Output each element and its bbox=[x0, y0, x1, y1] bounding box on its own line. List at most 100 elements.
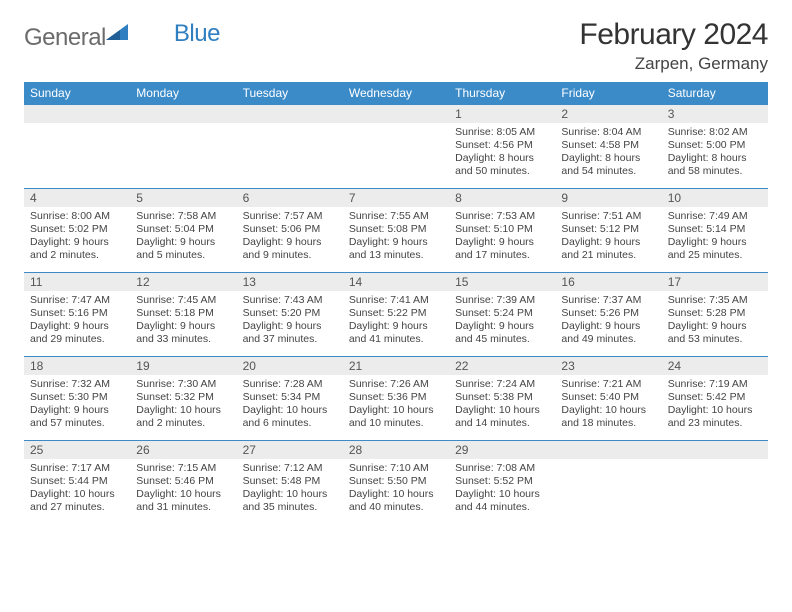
daylight-text-1: Daylight: 9 hours bbox=[30, 236, 124, 249]
day-number: 6 bbox=[237, 189, 343, 207]
daylight-text-2: and 23 minutes. bbox=[668, 417, 762, 430]
sunset-text: Sunset: 5:34 PM bbox=[243, 391, 337, 404]
day-details: Sunrise: 7:45 AMSunset: 5:18 PMDaylight:… bbox=[130, 291, 236, 351]
sunrise-text: Sunrise: 7:26 AM bbox=[349, 378, 443, 391]
daylight-text-1: Daylight: 9 hours bbox=[243, 320, 337, 333]
day-details: Sunrise: 8:05 AMSunset: 4:56 PMDaylight:… bbox=[449, 123, 555, 183]
daylight-text-2: and 17 minutes. bbox=[455, 249, 549, 262]
day-details: Sunrise: 7:19 AMSunset: 5:42 PMDaylight:… bbox=[662, 375, 768, 435]
day-number-empty bbox=[130, 105, 236, 123]
day-details: Sunrise: 8:04 AMSunset: 4:58 PMDaylight:… bbox=[555, 123, 661, 183]
day-cell: 1Sunrise: 8:05 AMSunset: 4:56 PMDaylight… bbox=[449, 105, 555, 189]
weekday-header: Wednesday bbox=[343, 82, 449, 105]
sunrise-text: Sunrise: 7:58 AM bbox=[136, 210, 230, 223]
day-cell: 11Sunrise: 7:47 AMSunset: 5:16 PMDayligh… bbox=[24, 273, 130, 357]
daylight-text-2: and 18 minutes. bbox=[561, 417, 655, 430]
sunset-text: Sunset: 5:26 PM bbox=[561, 307, 655, 320]
daylight-text-1: Daylight: 8 hours bbox=[668, 152, 762, 165]
week-row: 4Sunrise: 8:00 AMSunset: 5:02 PMDaylight… bbox=[24, 189, 768, 273]
daylight-text-1: Daylight: 9 hours bbox=[561, 236, 655, 249]
sunrise-text: Sunrise: 7:47 AM bbox=[30, 294, 124, 307]
day-details: Sunrise: 7:10 AMSunset: 5:50 PMDaylight:… bbox=[343, 459, 449, 519]
day-details: Sunrise: 7:55 AMSunset: 5:08 PMDaylight:… bbox=[343, 207, 449, 267]
day-number: 2 bbox=[555, 105, 661, 123]
day-details: Sunrise: 7:08 AMSunset: 5:52 PMDaylight:… bbox=[449, 459, 555, 519]
day-number: 14 bbox=[343, 273, 449, 291]
day-number: 15 bbox=[449, 273, 555, 291]
day-number: 22 bbox=[449, 357, 555, 375]
day-number: 16 bbox=[555, 273, 661, 291]
day-cell: 26Sunrise: 7:15 AMSunset: 5:46 PMDayligh… bbox=[130, 441, 236, 525]
brand-logo: General Blue bbox=[24, 18, 220, 52]
calendar-table: Sunday Monday Tuesday Wednesday Thursday… bbox=[24, 82, 768, 525]
day-cell: 9Sunrise: 7:51 AMSunset: 5:12 PMDaylight… bbox=[555, 189, 661, 273]
sunrise-text: Sunrise: 7:39 AM bbox=[455, 294, 549, 307]
day-number: 27 bbox=[237, 441, 343, 459]
daylight-text-2: and 45 minutes. bbox=[455, 333, 549, 346]
day-number: 17 bbox=[662, 273, 768, 291]
sunrise-text: Sunrise: 7:21 AM bbox=[561, 378, 655, 391]
day-number-empty bbox=[343, 105, 449, 123]
day-details: Sunrise: 7:39 AMSunset: 5:24 PMDaylight:… bbox=[449, 291, 555, 351]
sunset-text: Sunset: 5:22 PM bbox=[349, 307, 443, 320]
sunrise-text: Sunrise: 7:17 AM bbox=[30, 462, 124, 475]
calendar-body: 1Sunrise: 8:05 AMSunset: 4:56 PMDaylight… bbox=[24, 105, 768, 525]
sunrise-text: Sunrise: 8:05 AM bbox=[455, 126, 549, 139]
day-cell: 12Sunrise: 7:45 AMSunset: 5:18 PMDayligh… bbox=[130, 273, 236, 357]
day-number: 1 bbox=[449, 105, 555, 123]
sunrise-text: Sunrise: 7:57 AM bbox=[243, 210, 337, 223]
day-details: Sunrise: 7:47 AMSunset: 5:16 PMDaylight:… bbox=[24, 291, 130, 351]
sunset-text: Sunset: 4:58 PM bbox=[561, 139, 655, 152]
day-details: Sunrise: 7:41 AMSunset: 5:22 PMDaylight:… bbox=[343, 291, 449, 351]
daylight-text-2: and 53 minutes. bbox=[668, 333, 762, 346]
daylight-text-2: and 5 minutes. bbox=[136, 249, 230, 262]
sunrise-text: Sunrise: 7:19 AM bbox=[668, 378, 762, 391]
brand-part1: General bbox=[24, 24, 106, 52]
daylight-text-1: Daylight: 10 hours bbox=[349, 488, 443, 501]
location-label: Zarpen, Germany bbox=[579, 54, 768, 74]
daylight-text-2: and 49 minutes. bbox=[561, 333, 655, 346]
daylight-text-1: Daylight: 9 hours bbox=[561, 320, 655, 333]
calendar-page: General Blue February 2024 Zarpen, Germa… bbox=[0, 0, 792, 543]
day-cell: 3Sunrise: 8:02 AMSunset: 5:00 PMDaylight… bbox=[662, 105, 768, 189]
sunset-text: Sunset: 5:02 PM bbox=[30, 223, 124, 236]
day-cell: 4 Sunrise: 8:00 AMSunset: 5:02 PMDaylight… bbox=[24, 189, 130, 273]
daylight-text-2: and 44 minutes. bbox=[455, 501, 549, 514]
day-number: 4 bbox=[24, 189, 130, 207]
day-cell: 14Sunrise: 7:41 AMSunset: 5:22 PMDayligh… bbox=[343, 273, 449, 357]
day-cell: 27Sunrise: 7:12 AMSunset: 5:48 PMDayligh… bbox=[237, 441, 343, 525]
daylight-text-2: and 33 minutes. bbox=[136, 333, 230, 346]
day-number: 8 bbox=[449, 189, 555, 207]
day-number: 21 bbox=[343, 357, 449, 375]
sunset-text: Sunset: 5:32 PM bbox=[136, 391, 230, 404]
sunrise-text: Sunrise: 7:30 AM bbox=[136, 378, 230, 391]
sunrise-text: Sunrise: 7:43 AM bbox=[243, 294, 337, 307]
daylight-text-2: and 6 minutes. bbox=[243, 417, 337, 430]
daylight-text-2: and 25 minutes. bbox=[668, 249, 762, 262]
daylight-text-2: and 14 minutes. bbox=[455, 417, 549, 430]
day-details: Sunrise: 7:32 AMSunset: 5:30 PMDaylight:… bbox=[24, 375, 130, 435]
sunrise-text: Sunrise: 7:15 AM bbox=[136, 462, 230, 475]
day-number: 7 bbox=[343, 189, 449, 207]
sunrise-text: Sunrise: 8:04 AM bbox=[561, 126, 655, 139]
daylight-text-2: and 37 minutes. bbox=[243, 333, 337, 346]
page-header: General Blue February 2024 Zarpen, Germa… bbox=[24, 18, 768, 74]
daylight-text-1: Daylight: 8 hours bbox=[455, 152, 549, 165]
sunset-text: Sunset: 5:40 PM bbox=[561, 391, 655, 404]
sunset-text: Sunset: 5:38 PM bbox=[455, 391, 549, 404]
daylight-text-1: Daylight: 9 hours bbox=[349, 236, 443, 249]
daylight-text-1: Daylight: 9 hours bbox=[349, 320, 443, 333]
sunrise-text: Sunrise: 7:32 AM bbox=[30, 378, 124, 391]
daylight-text-1: Daylight: 9 hours bbox=[30, 320, 124, 333]
sunset-text: Sunset: 5:08 PM bbox=[349, 223, 443, 236]
day-cell: 28Sunrise: 7:10 AMSunset: 5:50 PMDayligh… bbox=[343, 441, 449, 525]
day-number-empty bbox=[555, 441, 661, 459]
day-number: 10 bbox=[662, 189, 768, 207]
sunset-text: Sunset: 5:12 PM bbox=[561, 223, 655, 236]
day-details: Sunrise: 7:12 AMSunset: 5:48 PMDaylight:… bbox=[237, 459, 343, 519]
day-number: 26 bbox=[130, 441, 236, 459]
brand-triangle-icon bbox=[106, 24, 128, 47]
day-number: 11 bbox=[24, 273, 130, 291]
daylight-text-2: and 54 minutes. bbox=[561, 165, 655, 178]
sunrise-text: Sunrise: 8:00 AM bbox=[30, 210, 124, 223]
